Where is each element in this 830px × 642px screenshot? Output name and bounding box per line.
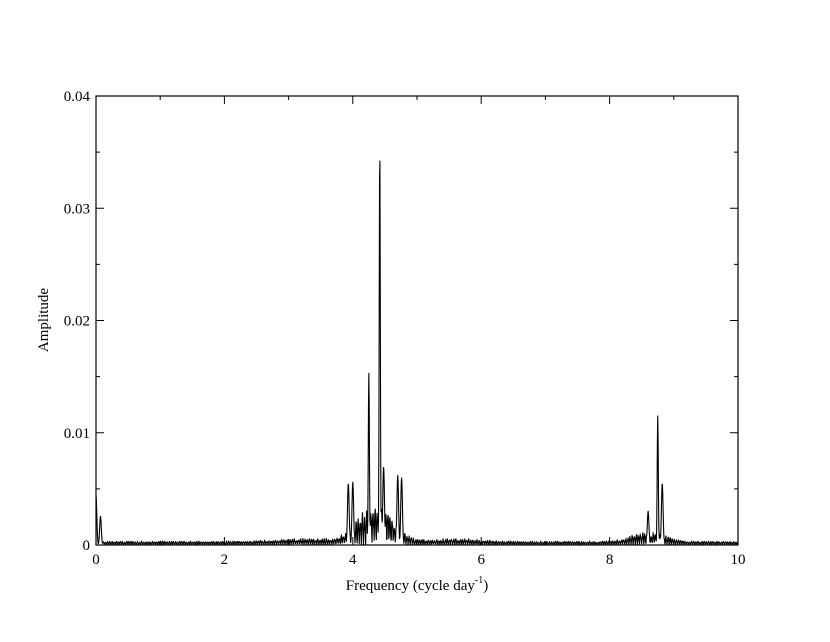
- y-axis-title: Amplitude: [36, 288, 52, 353]
- x-tick-label: 8: [606, 552, 614, 568]
- x-tick-labels: 0 2 4 6 8 10: [92, 552, 745, 568]
- y-tick-label: 0.04: [64, 89, 91, 105]
- plot-frame: [95, 95, 739, 546]
- x-axis-title: Frequency (cycle day-1): [346, 575, 488, 594]
- y-tick-label: 0.03: [64, 201, 90, 217]
- x-tick-label: 2: [221, 552, 229, 568]
- x-tick-label: 4: [349, 552, 357, 568]
- y-tick-label: 0.01: [64, 426, 90, 442]
- x-axis-title-main: Frequency (cycle day: [346, 578, 476, 594]
- x-tick-label: 0: [92, 552, 100, 568]
- x-axis-title-superscript: -1: [475, 575, 483, 586]
- x-axis-title-end: ): [483, 578, 488, 594]
- y-tick-label: 0: [83, 538, 91, 554]
- x-tick-label: 6: [477, 552, 485, 568]
- y-tick-label: 0.02: [64, 314, 90, 330]
- x-tick-label: 10: [731, 552, 746, 568]
- y-tick-labels: 0 0.01 0.02 0.03 0.04: [64, 89, 91, 554]
